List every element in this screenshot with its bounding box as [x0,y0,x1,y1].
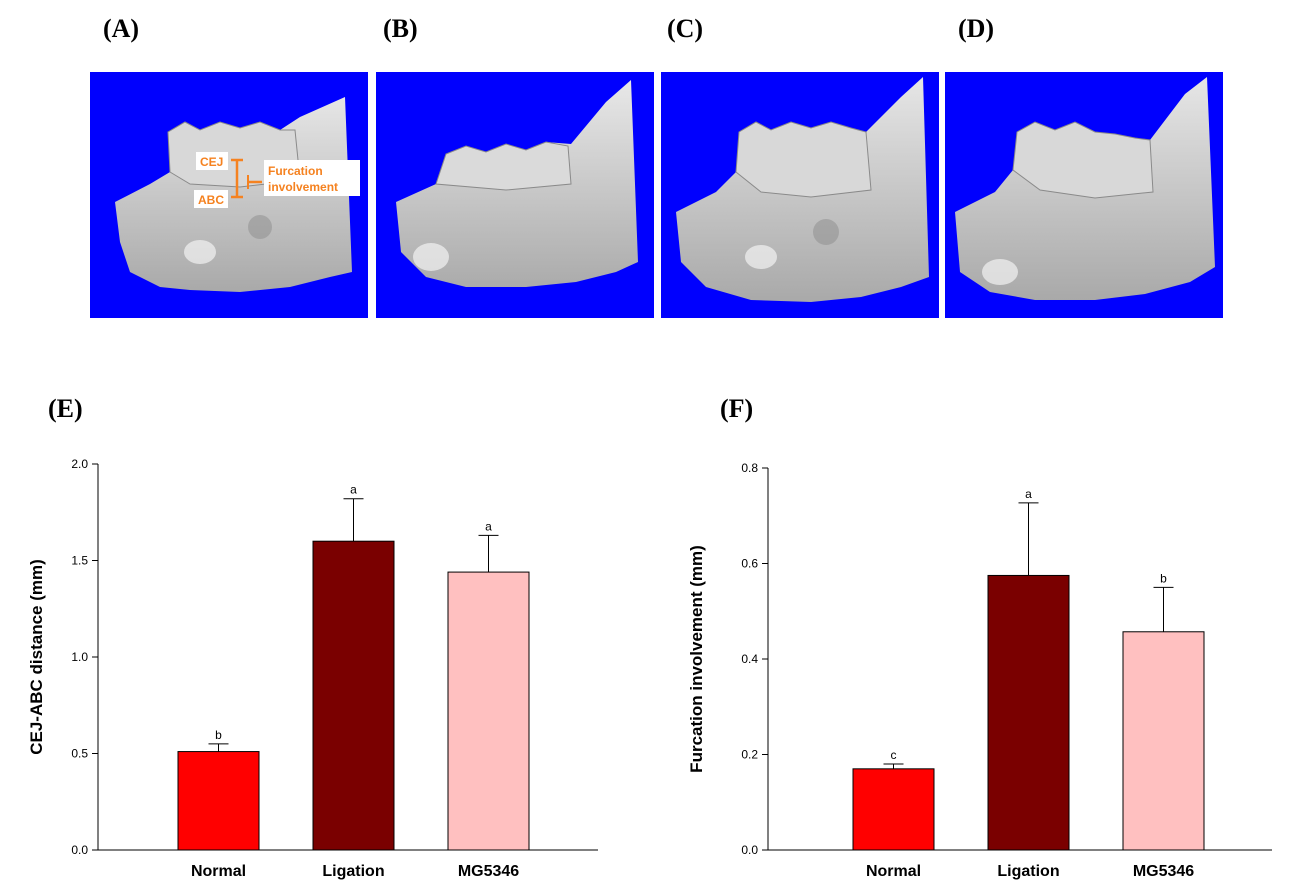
y-tick-label: 1.5 [71,554,88,568]
bar-ligation [312,540,395,851]
microct-image-c [661,72,939,318]
microct-image-b [376,72,654,318]
category-label: Normal [866,863,921,880]
chart-e-svg: 0.0 0.5 1.0 1.5 2.0 CEJ-ABC distance (mm) b Nor… [27,457,598,880]
y-tick-label: 0.6 [741,557,758,571]
microct-image-a: CEJ ABC Furcation involvement [90,72,368,318]
y-tick-label: 0.8 [741,461,758,475]
panel-label-a: (A) [103,14,140,43]
y-tick-label: 0.5 [71,747,88,761]
mandible-render-a: CEJ ABC Furcation involvement [115,97,360,292]
significance-label: a [350,483,357,497]
bar-normal [177,751,260,851]
y-axis-title: CEJ-ABC distance (mm) [27,559,46,755]
significance-label: c [891,748,897,762]
panel-label-d: (D) [958,14,995,43]
significance-label: a [1025,487,1032,501]
y-tick-label: 2.0 [71,457,88,471]
y-axis-title: Furcation involvement (mm) [687,545,706,773]
panel-label-f: (F) [720,394,754,423]
y-tick-label: 0.0 [741,843,758,857]
chart-f: 0.0 0.2 0.4 0.6 0.8 Furcation involvement (mm… [660,430,1290,886]
cej-label: CEJ [200,155,223,169]
panel-label-e: (E) [48,394,83,423]
panel-label-b: (B) [383,14,418,43]
bar-mg5346 [447,571,530,851]
chart-f-svg: 0.0 0.2 0.4 0.6 0.8 Furcation involvement (mm… [687,461,1272,880]
category-label: Ligation [322,863,384,880]
bar-ligation [987,574,1070,851]
microct-image-d [945,72,1223,318]
bar-normal [852,768,935,851]
significance-label: b [215,728,222,742]
y-tick-label: 0.2 [741,748,758,762]
abc-label: ABC [198,193,224,207]
furcation-label-line1: Furcation [268,164,323,178]
y-tick-label: 0.0 [71,843,88,857]
category-label: Normal [191,863,246,880]
category-label: Ligation [997,863,1059,880]
category-label: MG5346 [458,863,519,880]
mandible-render-d [955,77,1215,300]
panel-label-c: (C) [667,14,704,43]
furcation-label-line2: involvement [268,180,338,194]
bar-mg5346 [1122,631,1205,851]
mandible-render-b [396,80,638,287]
mandible-render-c [676,77,929,302]
y-tick-label: 0.4 [741,652,758,666]
y-tick-label: 1.0 [71,650,88,664]
significance-label: b [1160,571,1167,585]
significance-label: a [485,519,492,533]
chart-e: 0.0 0.5 1.0 1.5 2.0 CEJ-ABC distance (mm) b Nor… [0,430,640,886]
category-label: MG5346 [1133,863,1194,880]
